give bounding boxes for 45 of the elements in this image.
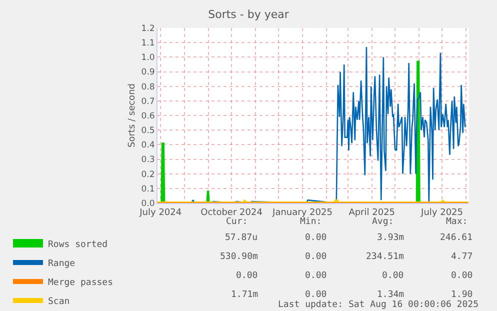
text: Avg: — [372, 217, 394, 227]
y-tick-label: 0.3 — [141, 155, 155, 166]
x-tick-label: July 2025 — [420, 208, 463, 218]
text: 0.00 — [305, 233, 327, 243]
text: 3.93m — [377, 233, 404, 243]
text: 1.71m — [231, 290, 258, 300]
text: Last update: Sat Aug 16 00:00:06 2025 — [278, 300, 478, 310]
y-axis-title: Sorts / second — [128, 84, 138, 148]
y-tick-label: 1.2 — [141, 24, 155, 34]
y-tick-label: 0.8 — [141, 82, 155, 92]
text: 1.90 — [451, 290, 473, 300]
text: Cur: — [226, 217, 248, 227]
chart-title: Sorts - by year — [208, 8, 290, 21]
y-tick-label: 0.0 — [141, 198, 155, 209]
text: 530.90m — [220, 252, 258, 262]
text: 0.00 — [451, 271, 473, 281]
x-tick-label: January 2025 — [272, 208, 332, 218]
text: 0.00 — [382, 271, 404, 281]
y-tick-label: 0.1 — [141, 184, 155, 194]
x-tick-label: October 2024 — [200, 208, 263, 218]
y-tick-label: 0.5 — [141, 126, 155, 136]
text: 0.00 — [305, 252, 327, 262]
y-tick-label: 1.1 — [141, 38, 155, 49]
legend-label: Rows sorted — [48, 240, 108, 250]
text: 4.77 — [451, 252, 473, 262]
x-tick-label: July 2024 — [138, 208, 182, 218]
text: 246.61 — [440, 233, 473, 243]
y-tick-label: 0.2 — [141, 170, 155, 180]
x-tick-label: April 2025 — [348, 208, 396, 218]
legend-label: Range — [48, 259, 76, 270]
y-tick-label: 0.6 — [141, 111, 155, 122]
legend-label: Scan — [48, 297, 70, 308]
text: Min: — [300, 217, 322, 227]
y-tick-label: 0.4 — [141, 140, 155, 151]
text: 0.00 — [305, 290, 327, 300]
y-tick-label: 1.0 — [141, 53, 155, 64]
text: 0.00 — [236, 271, 258, 281]
text: 1.34m — [377, 290, 404, 300]
y-tick-label: 0.7 — [141, 96, 155, 107]
text: 234.51m — [366, 252, 404, 262]
text: 0.00 — [305, 271, 327, 281]
text: 57.87u — [225, 233, 258, 243]
y-tick-label: 0.9 — [141, 68, 155, 78]
legend-label: Merge passes — [48, 278, 114, 288]
text: Max: — [446, 217, 468, 227]
